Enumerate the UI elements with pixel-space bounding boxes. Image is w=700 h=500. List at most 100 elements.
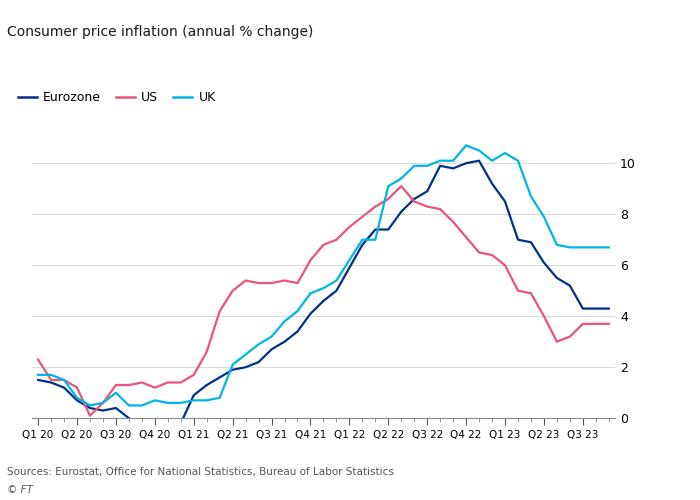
Eurozone: [540, 260, 548, 266]
US: [514, 288, 522, 294]
UK: [190, 398, 198, 404]
UK: [73, 395, 81, 401]
Text: Sources: Eurostat, Office for National Statistics, Bureau of Labor Statistics: Sources: Eurostat, Office for National S…: [7, 468, 394, 477]
US: [47, 377, 55, 383]
US: [371, 204, 379, 210]
Eurozone: [527, 240, 536, 246]
Eurozone: [605, 306, 613, 312]
UK: [514, 158, 522, 164]
Eurozone: [475, 158, 483, 164]
UK: [202, 398, 211, 404]
Eurozone: [150, 423, 159, 429]
Eurozone: [86, 405, 94, 411]
UK: [228, 362, 237, 368]
US: [500, 262, 509, 268]
UK: [216, 395, 224, 401]
Eurozone: [462, 160, 470, 166]
UK: [254, 342, 262, 347]
Eurozone: [371, 226, 379, 232]
US: [358, 214, 367, 220]
Eurozone: [138, 423, 146, 429]
UK: [527, 194, 536, 200]
UK: [397, 176, 405, 182]
UK: [371, 236, 379, 242]
UK: [488, 158, 496, 164]
US: [73, 384, 81, 390]
Eurozone: [488, 180, 496, 186]
UK: [500, 150, 509, 156]
Eurozone: [73, 398, 81, 404]
UK: [125, 402, 133, 408]
UK: [592, 244, 600, 250]
US: [138, 380, 146, 386]
US: [307, 257, 315, 263]
UK: [423, 163, 431, 169]
Eurozone: [579, 306, 587, 312]
UK: [384, 183, 393, 189]
US: [150, 384, 159, 390]
Eurozone: [202, 382, 211, 388]
UK: [332, 278, 341, 283]
Eurozone: [500, 198, 509, 204]
UK: [605, 244, 613, 250]
US: [267, 280, 276, 286]
UK: [99, 400, 107, 406]
US: [449, 219, 457, 225]
UK: [566, 244, 574, 250]
US: [566, 334, 574, 340]
UK: [280, 318, 288, 324]
US: [99, 400, 107, 406]
UK: [436, 158, 445, 164]
Text: Consumer price inflation (annual % change): Consumer price inflation (annual % chang…: [7, 25, 314, 39]
Eurozone: [553, 275, 561, 281]
US: [540, 313, 548, 319]
US: [293, 280, 302, 286]
UK: [307, 290, 315, 296]
Eurozone: [397, 208, 405, 214]
US: [592, 321, 600, 327]
US: [410, 198, 419, 204]
UK: [449, 158, 457, 164]
US: [112, 382, 120, 388]
US: [176, 380, 185, 386]
Eurozone: [423, 188, 431, 194]
US: [423, 204, 431, 210]
Eurozone: [319, 298, 328, 304]
US: [397, 183, 405, 189]
US: [579, 321, 587, 327]
UK: [267, 334, 276, 340]
US: [319, 242, 328, 248]
US: [190, 372, 198, 378]
Eurozone: [34, 377, 42, 383]
UK: [462, 142, 470, 148]
UK: [410, 163, 419, 169]
US: [384, 196, 393, 202]
US: [125, 382, 133, 388]
US: [345, 224, 354, 230]
UK: [176, 400, 185, 406]
Eurozone: [60, 384, 68, 390]
UK: [475, 148, 483, 154]
UK: [345, 257, 354, 263]
US: [436, 206, 445, 212]
US: [164, 380, 172, 386]
Eurozone: [176, 420, 185, 426]
UK: [112, 390, 120, 396]
US: [605, 321, 613, 327]
Eurozone: [332, 288, 341, 294]
UK: [540, 214, 548, 220]
US: [241, 278, 250, 283]
Text: © FT: © FT: [7, 485, 33, 495]
UK: [553, 242, 561, 248]
Eurozone: [566, 282, 574, 288]
Eurozone: [358, 242, 367, 248]
US: [216, 308, 224, 314]
UK: [293, 308, 302, 314]
US: [86, 412, 94, 418]
Eurozone: [267, 346, 276, 352]
UK: [47, 372, 55, 378]
Eurozone: [384, 226, 393, 232]
UK: [86, 402, 94, 408]
Eurozone: [241, 364, 250, 370]
US: [527, 290, 536, 296]
